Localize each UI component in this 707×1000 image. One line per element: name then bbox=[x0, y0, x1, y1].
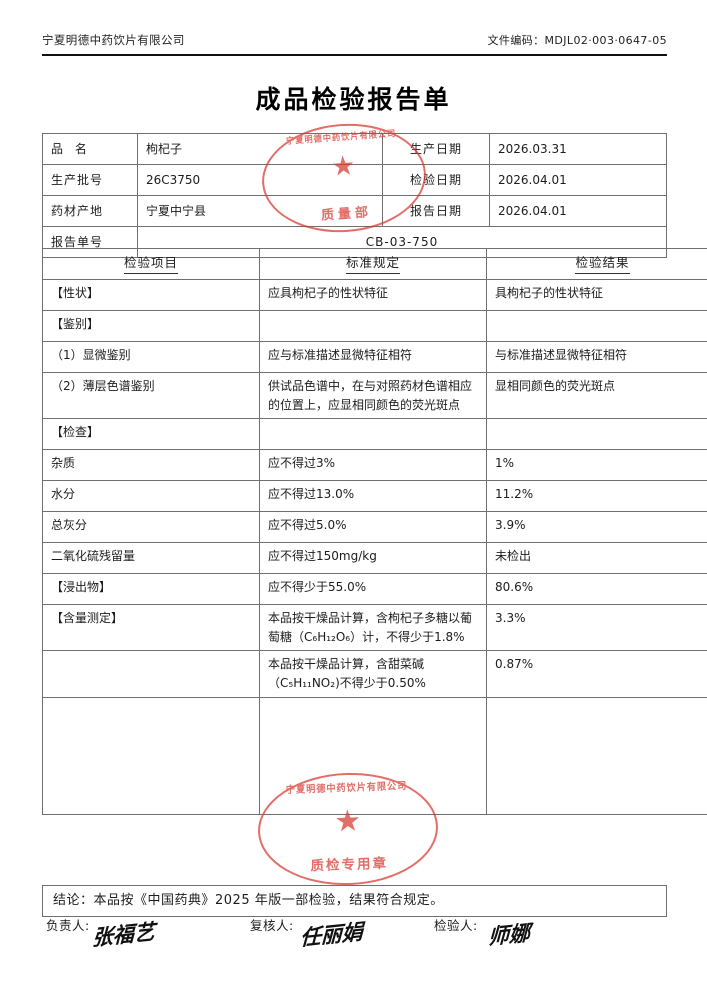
origin-label: 药材产地 bbox=[42, 195, 138, 227]
item-standard: 本品按干燥品计算，含枸杞子多糖以葡萄糖（C₆H₁₂O₆）计，不得少于1.8% bbox=[259, 604, 487, 652]
item-standard: 应不得过5.0% bbox=[259, 511, 487, 544]
column-header-result: 检验结果 bbox=[486, 248, 707, 280]
item-standard: 应不得过13.0% bbox=[259, 480, 487, 513]
item-result: 80.6% bbox=[486, 573, 707, 606]
item-name: （1）显微鉴别 bbox=[42, 341, 260, 373]
reviewer-signature[interactable]: 任丽娟 bbox=[299, 918, 364, 951]
table-row: 本品按干燥品计算，含甜菜碱（C₅H₁₁NO₂)不得少于0.50% 0.87% bbox=[42, 650, 707, 698]
item-name: 杂质 bbox=[42, 449, 260, 482]
table-row: 杂质 应不得过3% 1% bbox=[42, 449, 707, 482]
item-standard bbox=[259, 310, 487, 342]
item-result: 11.2% bbox=[486, 480, 707, 513]
table-row: 【鉴别】 bbox=[42, 310, 707, 342]
inspector-signature-block: 检验人: 师娜 bbox=[434, 915, 530, 949]
item-result bbox=[486, 696, 707, 815]
batch-label: 生产批号 bbox=[42, 164, 138, 196]
inspection-date-value: 2026.04.01 bbox=[489, 164, 667, 196]
table-row: 水分 应不得过13.0% 11.2% bbox=[42, 480, 707, 513]
item-name: 总灰分 bbox=[42, 511, 260, 544]
table-row: 药材产地 宁夏中宁县 报告日期 2026.04.01 bbox=[42, 195, 667, 227]
item-standard: 应与标准描述显微特征相符 bbox=[259, 341, 487, 373]
column-header-standard: 标准规定 bbox=[259, 248, 487, 280]
table-row: 【浸出物】 应不得少于55.0% 80.6% bbox=[42, 573, 707, 606]
item-name: 【性状】 bbox=[42, 279, 260, 311]
item-name: 【鉴别】 bbox=[42, 310, 260, 342]
production-date-value: 2026.03.31 bbox=[489, 133, 667, 165]
item-name bbox=[42, 696, 260, 815]
item-result: 3.3% bbox=[486, 604, 707, 652]
table-row: （2）薄层色谱鉴别 供试品色谱中，在与对照药材色谱相应的位置上，应显相同颜色的荧… bbox=[42, 371, 707, 420]
product-name-value: 枸杞子 bbox=[137, 133, 383, 165]
item-result: 未检出 bbox=[486, 542, 707, 575]
item-name: 二氧化硫残留量 bbox=[42, 542, 260, 575]
item-standard: 供试品色谱中，在与对照药材色谱相应的位置上，应显相同颜色的荧光斑点 bbox=[259, 371, 487, 420]
reviewer-label: 复核人: bbox=[250, 918, 294, 933]
item-name: 水分 bbox=[42, 480, 260, 513]
product-name-label: 品 名 bbox=[42, 133, 138, 165]
conclusion-table: 结论：本品按《中国药典》2025 年版一部检验，结果符合规定。 bbox=[42, 884, 667, 918]
item-standard: 应不得少于55.0% bbox=[259, 573, 487, 606]
table-row: （1）显微鉴别 应与标准描述显微特征相符 与标准描述显微特征相符 bbox=[42, 341, 707, 373]
table-row: 【含量测定】 本品按干燥品计算，含枸杞子多糖以葡萄糖（C₆H₁₂O₆）计，不得少… bbox=[42, 604, 707, 652]
inspector-label: 检验人: bbox=[434, 918, 478, 933]
item-name: 【含量测定】 bbox=[42, 604, 260, 652]
item-standard: 应不得过3% bbox=[259, 449, 487, 482]
table-row: 品 名 枸杞子 生产日期 2026.03.31 bbox=[42, 133, 667, 165]
signature-row: 负责人: 张福艺 复核人: 任丽娟 检验人: 师娜 bbox=[42, 915, 667, 975]
item-standard bbox=[259, 418, 487, 451]
item-name bbox=[42, 650, 260, 698]
item-standard: 本品按干燥品计算，含甜菜碱（C₅H₁₁NO₂)不得少于0.50% bbox=[259, 650, 487, 698]
table-row: 【检查】 bbox=[42, 418, 707, 451]
inspection-results-table: 检验项目 标准规定 检验结果 【性状】 应具枸杞子的性状特征 具枸杞子的性状特征… bbox=[42, 248, 707, 815]
inspector-signature[interactable]: 师娜 bbox=[487, 919, 531, 950]
table-row: 生产批号 26C3750 检验日期 2026.04.01 bbox=[42, 164, 667, 196]
manager-signature-block: 负责人: 张福艺 bbox=[46, 915, 155, 950]
header-divider bbox=[42, 54, 667, 56]
report-date-value: 2026.04.01 bbox=[489, 195, 667, 227]
table-row-spacer bbox=[42, 696, 707, 815]
table-row: 【性状】 应具枸杞子的性状特征 具枸杞子的性状特征 bbox=[42, 279, 707, 311]
page-title: 成品检验报告单 bbox=[255, 85, 452, 114]
company-name: 宁夏明德中药饮片有限公司 bbox=[42, 33, 185, 47]
manager-label: 负责人: bbox=[46, 918, 90, 933]
reviewer-signature-block: 复核人: 任丽娟 bbox=[250, 915, 363, 950]
document-code: 文件编码：MDJL02·003·0647-05 bbox=[487, 34, 667, 47]
item-result: 显相同颜色的荧光斑点 bbox=[486, 371, 707, 420]
item-result: 1% bbox=[486, 449, 707, 482]
table-row: 结论：本品按《中国药典》2025 年版一部检验，结果符合规定。 bbox=[42, 884, 667, 918]
conclusion-text: 结论：本品按《中国药典》2025 年版一部检验，结果符合规定。 bbox=[42, 884, 667, 918]
column-header-item: 检验项目 bbox=[42, 248, 260, 280]
item-result: 具枸杞子的性状特征 bbox=[486, 279, 707, 311]
item-result: 与标准描述显微特征相符 bbox=[486, 341, 707, 373]
item-name: （2）薄层色谱鉴别 bbox=[42, 371, 260, 420]
table-row: 二氧化硫残留量 应不得过150mg/kg 未检出 bbox=[42, 542, 707, 575]
report-date-label: 报告日期 bbox=[382, 195, 490, 227]
item-standard: 应具枸杞子的性状特征 bbox=[259, 279, 487, 311]
item-name: 【浸出物】 bbox=[42, 573, 260, 606]
table-row: 总灰分 应不得过5.0% 3.9% bbox=[42, 511, 707, 544]
item-result bbox=[486, 418, 707, 451]
table-header-row: 检验项目 标准规定 检验结果 bbox=[42, 248, 707, 280]
stamp-bottom-text: 质检专用章 bbox=[310, 855, 389, 875]
item-name: 【检查】 bbox=[42, 418, 260, 451]
item-result: 3.9% bbox=[486, 511, 707, 544]
item-result: 0.87% bbox=[486, 650, 707, 698]
document-header: 宁夏明德中药饮片有限公司 文件编码：MDJL02·003·0647-05 bbox=[42, 32, 667, 48]
item-result bbox=[486, 310, 707, 342]
batch-value: 26C3750 bbox=[137, 164, 383, 196]
inspection-date-label: 检验日期 bbox=[382, 164, 490, 196]
manager-signature[interactable]: 张福艺 bbox=[91, 918, 156, 951]
origin-value: 宁夏中宁县 bbox=[137, 195, 383, 227]
item-standard: 应不得过150mg/kg bbox=[259, 542, 487, 575]
product-info-table: 品 名 枸杞子 生产日期 2026.03.31 生产批号 26C3750 检验日… bbox=[42, 133, 667, 258]
production-date-label: 生产日期 bbox=[382, 133, 490, 165]
item-standard bbox=[259, 696, 487, 815]
